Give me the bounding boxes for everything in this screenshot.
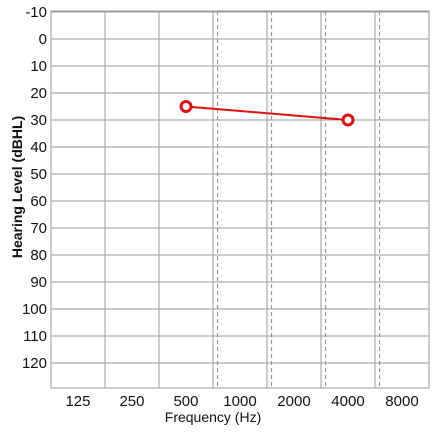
y-tick-label: 0: [39, 31, 47, 48]
y-tick-label: 60: [30, 193, 47, 210]
y-tick-label: 80: [30, 247, 47, 264]
x-tick-label: 4000: [331, 393, 364, 410]
y-tick-label: 100: [22, 301, 47, 318]
grid: [50, 10, 430, 389]
y-axis-label: Hearing Level (dBHL): [9, 116, 25, 258]
data-point: [341, 113, 355, 127]
plot-frame: [50, 10, 430, 389]
y-tick-label: 40: [30, 139, 47, 156]
y-tick-label: 90: [30, 274, 47, 291]
y-tick-label: 10: [30, 58, 47, 75]
series-line: [185, 105, 349, 121]
y-tick-label: 50: [30, 166, 47, 183]
y-tick-label: 20: [30, 85, 47, 102]
y-tick-label: -10: [25, 4, 47, 21]
data-point: [179, 100, 193, 113]
y-tick-label: 110: [23, 328, 47, 345]
x-tick-label: 1000: [223, 393, 256, 410]
x-tick-label: 8000: [385, 393, 418, 410]
y-tick-label: 70: [30, 220, 47, 237]
tick-labels: -10 0 10 20 30 40 50 60 70 80 90 100 110 120 125 250 500…: [22, 4, 419, 410]
x-tick-label: 250: [119, 393, 144, 410]
x-tick-label: 2000: [277, 393, 310, 410]
x-tick-label: 125: [65, 393, 90, 410]
y-tick-label: 30: [30, 112, 47, 129]
x-axis-label: Frequency (Hz): [165, 409, 261, 425]
series-layer: [179, 100, 355, 127]
y-tick-label: 120: [22, 355, 47, 372]
x-tick-label: 500: [173, 393, 198, 410]
